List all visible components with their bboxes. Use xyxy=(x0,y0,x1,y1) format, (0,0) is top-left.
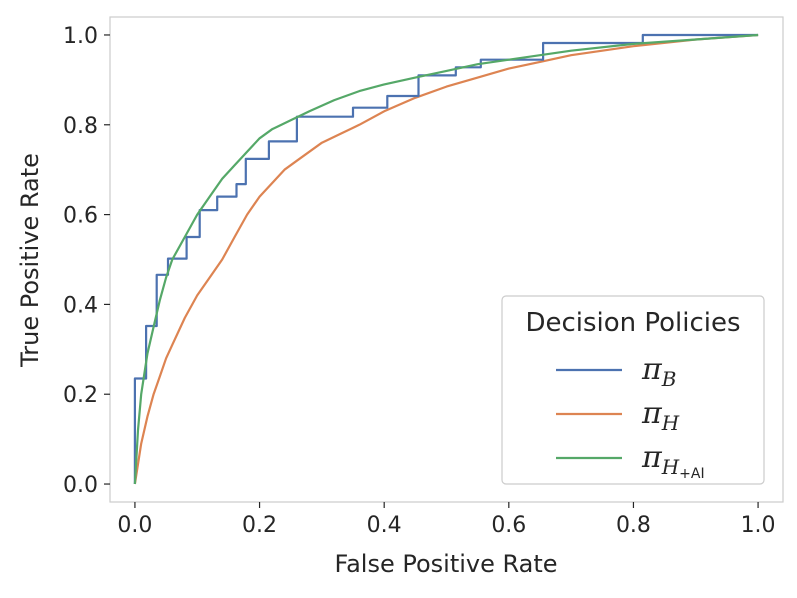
legend-label-2: πH+AI xyxy=(641,440,705,482)
y-tick-label: 0.4 xyxy=(63,293,98,318)
y-axis-ticks: 0.0 0.2 0.4 0.6 0.8 1.0 xyxy=(63,24,110,498)
series-line-1 xyxy=(133,33,759,485)
legend: Decision Policies πB πH πH+AI xyxy=(501,295,765,485)
y-tick-label: 0.6 xyxy=(63,204,98,229)
legend-box xyxy=(501,295,765,485)
x-tick-label: 0.6 xyxy=(491,513,526,538)
x-axis-label: False Positive Rate xyxy=(334,550,557,578)
plot-frame xyxy=(109,16,784,503)
y-tick-label: 1.0 xyxy=(63,24,98,49)
legend-label-1: πH xyxy=(641,396,680,435)
x-axis-ticks: 0.0 0.2 0.4 0.6 0.8 1.0 xyxy=(117,502,776,538)
legend-entries: πB πH πH+AI xyxy=(556,352,705,482)
x-tick-label: 0.4 xyxy=(367,513,402,538)
legend-title: Decision Policies xyxy=(525,308,740,338)
y-tick-label: 0.2 xyxy=(63,383,98,408)
y-tick-label: 0.0 xyxy=(63,473,98,498)
series-line-2 xyxy=(133,33,759,485)
y-axis-label: True Positive Rate xyxy=(16,153,44,368)
x-tick-label: 0.0 xyxy=(117,513,152,538)
series-lines xyxy=(133,33,759,485)
x-tick-label: 0.2 xyxy=(242,513,277,538)
x-tick-label: 1.0 xyxy=(741,513,776,538)
x-tick-label: 0.8 xyxy=(616,513,651,538)
y-tick-label: 0.8 xyxy=(63,114,98,139)
legend-label-0: πB xyxy=(641,352,676,391)
